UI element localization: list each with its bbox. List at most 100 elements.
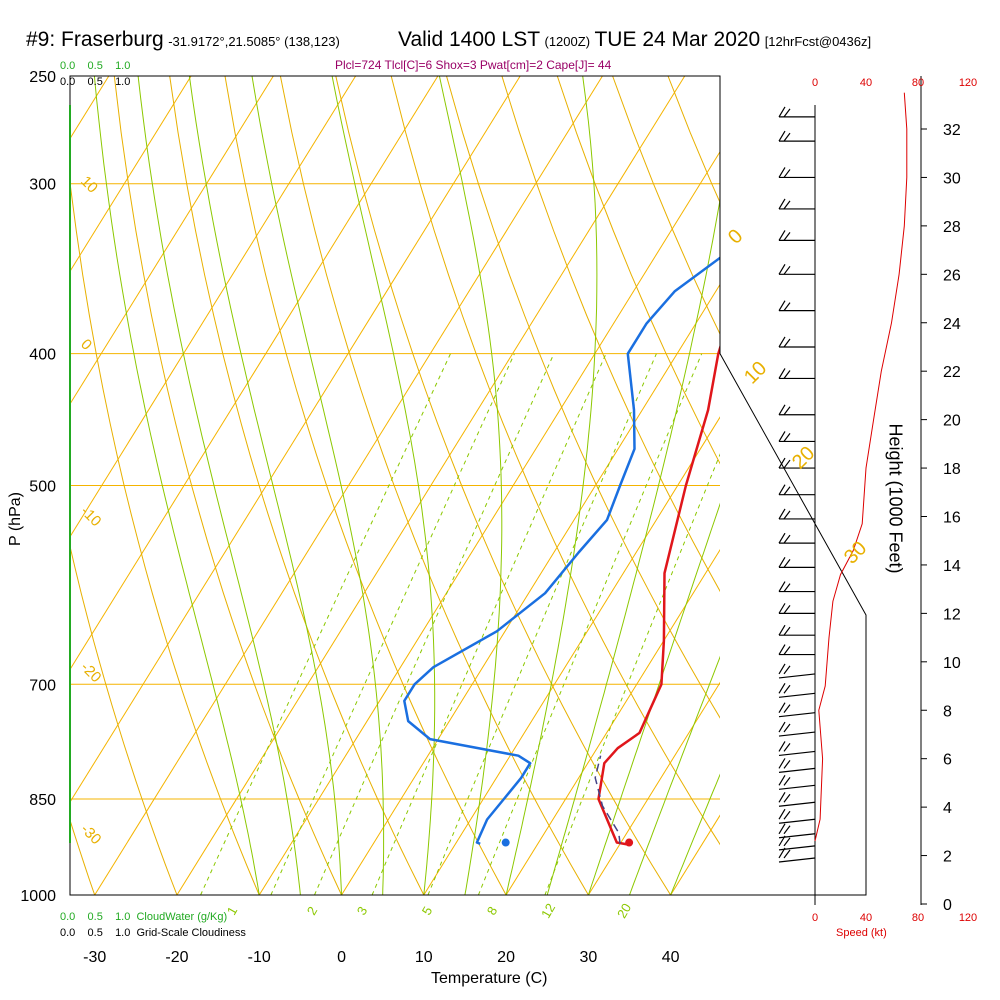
pressure-tick-label: 850 <box>29 792 56 809</box>
barb-staff <box>778 818 816 824</box>
wind-barb <box>778 457 815 469</box>
barb-flag <box>783 723 791 733</box>
plot-grid <box>70 76 1000 895</box>
wind-barb <box>778 368 815 380</box>
barb-flag <box>783 510 791 520</box>
speed-tick-label: 80 <box>912 77 924 89</box>
barb-flag <box>783 302 791 312</box>
pressure-tick-label: 1000 <box>20 888 56 905</box>
wind-barb <box>778 721 816 737</box>
speed-axis-title: Speed (kt) <box>836 927 887 939</box>
barb-flag <box>783 810 791 820</box>
mixing-ratio-label: 3 <box>354 904 371 918</box>
height-tick-label: 18 <box>943 461 961 478</box>
barb-flag <box>783 704 791 714</box>
barb-flag <box>778 431 786 442</box>
cl-bot-1: 1.0 <box>115 927 131 939</box>
isotherm-line <box>587 681 720 895</box>
moist-adiabat <box>331 76 436 895</box>
temperature-tick-label: 20 <box>497 949 515 966</box>
mixing-ratio-line <box>314 353 555 895</box>
barb-staff <box>778 750 816 757</box>
sounding-curves <box>403 256 720 847</box>
wind-barb <box>778 484 815 496</box>
wind-barb <box>778 791 816 807</box>
moist-adiabat <box>251 76 385 895</box>
parcel-curve <box>594 755 621 844</box>
barb-flag <box>783 232 791 241</box>
wind-barb <box>778 663 816 679</box>
barb-flag <box>783 433 791 442</box>
pressure-tick-label: 500 <box>29 479 56 496</box>
height-tick-label: 8 <box>943 703 952 720</box>
isotherm-line <box>753 76 1000 895</box>
temperature-tick-label: -10 <box>248 949 271 966</box>
moist-adiabat <box>670 773 720 895</box>
height-tick-label: 14 <box>943 558 961 575</box>
barb-flag <box>783 406 791 416</box>
barb-flag <box>778 557 786 568</box>
barb-staff <box>778 801 816 807</box>
wind-barb <box>778 835 816 851</box>
barb-flag <box>778 404 786 416</box>
stability-indices: Plcl=724 Tlcl[C]=6 Shox=3 Pwat[cm]=2 Cap… <box>335 58 612 72</box>
height-tick-label: 6 <box>943 752 952 769</box>
mixing-ratio-label: 8 <box>484 904 501 918</box>
barb-staff <box>778 857 816 863</box>
isotherm-line <box>70 76 357 538</box>
surface-dewpoint-marker <box>501 838 510 847</box>
plot-frame <box>69 75 867 896</box>
temperature-tick-label: 30 <box>579 949 597 966</box>
barb-flag <box>783 626 791 636</box>
cloudwater-scale-top: 0.0 0.5 1.0 <box>60 60 130 72</box>
barb-flag <box>778 702 786 713</box>
barb-staff <box>778 673 816 679</box>
barb-flag <box>778 106 786 118</box>
isotherm-line <box>70 76 521 804</box>
barb-staff <box>778 767 816 773</box>
barb-flag <box>778 823 786 835</box>
barb-flag <box>783 459 791 469</box>
valid-time: Valid 1400 LST <box>398 28 541 51</box>
wind-barb <box>778 404 815 416</box>
mixing-ratio-line <box>427 353 657 895</box>
temperature-curve <box>597 343 720 846</box>
speed-tick-label: 120 <box>959 912 977 924</box>
mixing-ratio-line <box>477 353 703 895</box>
barb-flag <box>783 760 791 769</box>
moist-adiabat <box>587 502 720 895</box>
height-tick-label: 28 <box>943 219 961 236</box>
wind-barb <box>778 823 816 839</box>
dry-adiabat <box>723 76 1000 895</box>
pressure-tick-label: 700 <box>29 677 56 694</box>
wind-barb <box>778 775 816 790</box>
valid-time-line: Valid 1400 LST (1200Z) TUE 24 Mar 2020 [… <box>398 28 871 52</box>
isotherm-line <box>70 76 192 273</box>
temperature-tick-label: -20 <box>165 949 188 966</box>
barb-flag <box>778 775 786 786</box>
barb-flag <box>778 682 786 694</box>
height-tick-label: 20 <box>943 413 961 430</box>
barb-flag <box>783 200 791 210</box>
temperature-tick-label: -30 <box>83 949 106 966</box>
dry-adiabat <box>556 76 720 465</box>
moist-adiabat <box>546 197 720 895</box>
height-tick-label: 32 <box>943 122 961 139</box>
barb-flag <box>778 368 786 379</box>
barb-flag <box>783 534 791 544</box>
barb-flag <box>778 264 786 275</box>
wind-barb <box>778 603 815 614</box>
moist-adiabat <box>438 76 503 895</box>
wind-barb <box>778 847 816 863</box>
barb-flag <box>778 791 786 803</box>
barb-flag <box>783 743 791 752</box>
barb-flag <box>778 457 786 469</box>
wind-barb <box>778 130 815 142</box>
cl-bot-0: 0.0 <box>60 927 76 939</box>
wind-barb <box>778 557 815 568</box>
cl-top-1: 1.0 <box>115 76 131 88</box>
mixing-ratio-label: 2 <box>304 904 321 918</box>
isotherm-line <box>176 76 686 895</box>
wind-barb <box>778 230 815 242</box>
dry-adiabat <box>113 76 342 895</box>
